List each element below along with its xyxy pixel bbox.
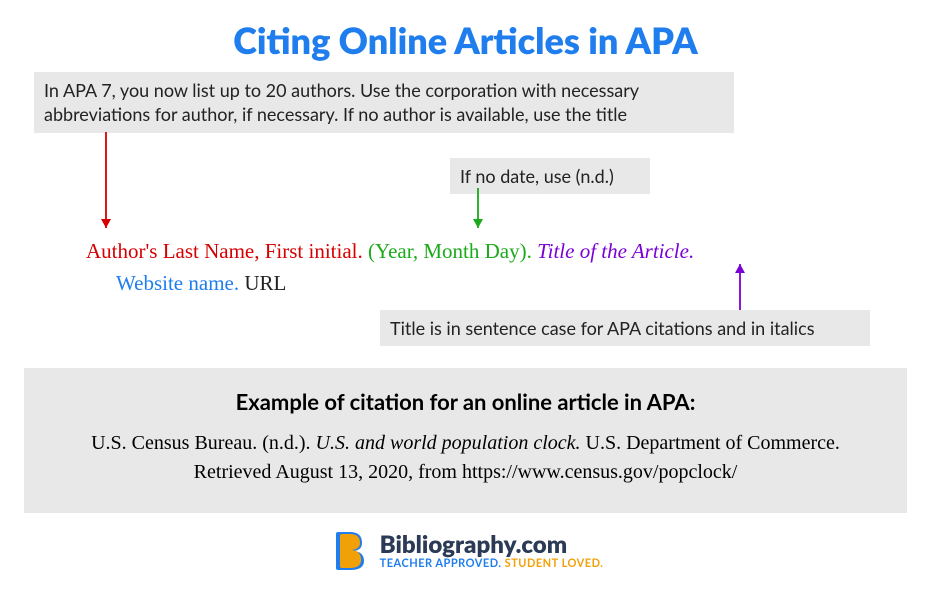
template-url: URL — [244, 271, 286, 295]
tagline-student: STUDENT LOVED. — [505, 557, 604, 570]
author-callout: In APA 7, you now list up to 20 authors.… — [34, 72, 734, 133]
template-author: Author's Last Name, First initial. — [86, 239, 363, 263]
example-prefix: U.S. Census Bureau. (n.d.). — [91, 432, 315, 454]
brand-tagline: TEACHER APPROVED. STUDENT LOVED. — [380, 558, 604, 570]
example-heading: Example of citation for an online articl… — [54, 388, 877, 415]
template-website: Website name. — [116, 271, 239, 295]
footer: Bibliography.com TEACHER APPROVED. STUDE… — [0, 530, 931, 572]
author-arrow — [94, 120, 118, 240]
template-date: (Year, Month Day). — [368, 239, 532, 263]
title-callout: Title is in sentence case for APA citati… — [380, 310, 870, 346]
tagline-teacher: TEACHER APPROVED. — [380, 557, 502, 570]
example-italic: U.S. and world population clock. — [316, 432, 581, 454]
date-arrow — [466, 176, 490, 240]
brand-name: Bibliography.com — [380, 532, 604, 558]
brand-logo-wrap: Bibliography.com TEACHER APPROVED. STUDE… — [328, 530, 604, 572]
page-title: Citing Online Articles in APA — [0, 0, 931, 62]
brand-logo-icon — [328, 530, 370, 572]
example-body: U.S. Census Bureau. (n.d.). U.S. and wor… — [54, 429, 877, 487]
citation-template: Author's Last Name, First initial. (Year… — [86, 236, 876, 299]
template-title: Title of the Article. — [537, 239, 694, 263]
example-box: Example of citation for an online articl… — [24, 368, 907, 513]
